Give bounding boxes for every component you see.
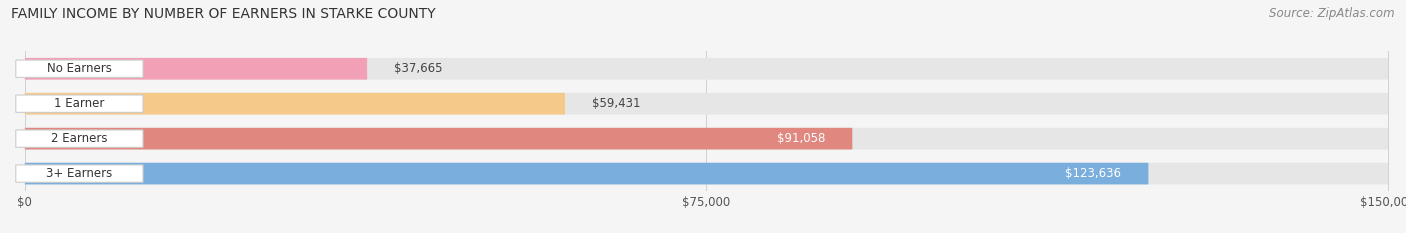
FancyBboxPatch shape xyxy=(25,163,1388,185)
Text: $123,636: $123,636 xyxy=(1066,167,1121,180)
FancyBboxPatch shape xyxy=(15,130,143,147)
FancyBboxPatch shape xyxy=(25,93,1388,115)
FancyBboxPatch shape xyxy=(15,95,143,112)
FancyBboxPatch shape xyxy=(25,58,367,80)
Text: 3+ Earners: 3+ Earners xyxy=(46,167,112,180)
Text: 1 Earner: 1 Earner xyxy=(55,97,104,110)
Text: $91,058: $91,058 xyxy=(776,132,825,145)
FancyBboxPatch shape xyxy=(25,128,852,150)
FancyBboxPatch shape xyxy=(25,163,1149,185)
Text: FAMILY INCOME BY NUMBER OF EARNERS IN STARKE COUNTY: FAMILY INCOME BY NUMBER OF EARNERS IN ST… xyxy=(11,7,436,21)
FancyBboxPatch shape xyxy=(25,58,1388,80)
Text: $59,431: $59,431 xyxy=(592,97,641,110)
Text: Source: ZipAtlas.com: Source: ZipAtlas.com xyxy=(1270,7,1395,20)
FancyBboxPatch shape xyxy=(15,60,143,77)
FancyBboxPatch shape xyxy=(15,165,143,182)
Text: 2 Earners: 2 Earners xyxy=(51,132,108,145)
Text: No Earners: No Earners xyxy=(46,62,112,75)
FancyBboxPatch shape xyxy=(25,93,565,115)
Text: $37,665: $37,665 xyxy=(395,62,443,75)
FancyBboxPatch shape xyxy=(25,128,1388,150)
